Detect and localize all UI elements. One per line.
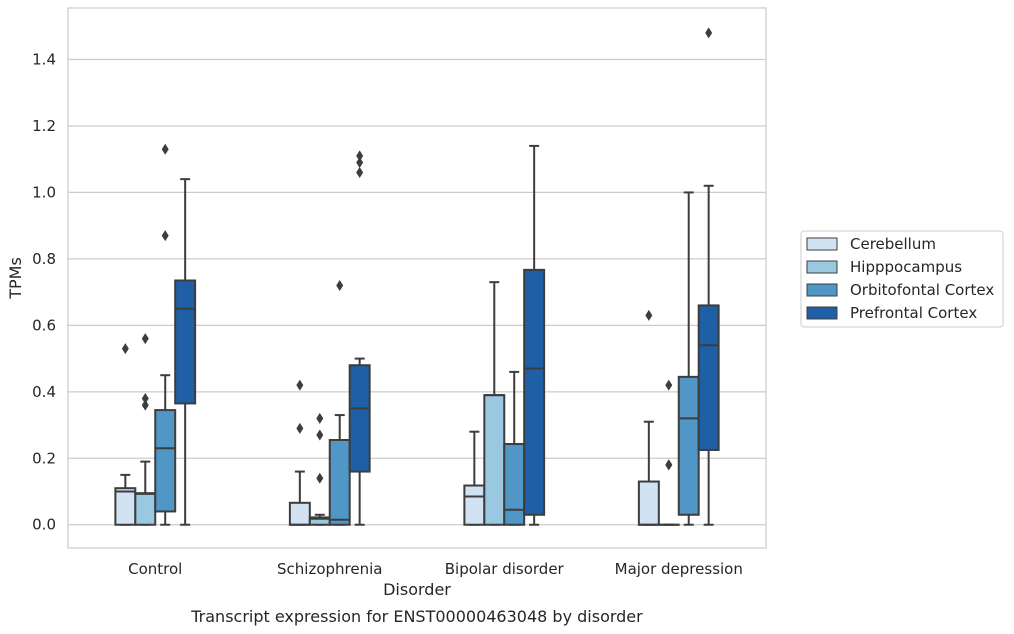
- box-layer: [114, 27, 720, 526]
- iqr-box: [637, 480, 660, 526]
- iqr-box: [328, 439, 351, 526]
- y-axis-label: TPMs: [6, 257, 25, 300]
- outlier-point: [316, 412, 324, 424]
- outlier-point: [645, 309, 653, 321]
- legend-swatch: [806, 306, 838, 320]
- outlier-point: [665, 459, 673, 471]
- y-tick-label: 0.6: [32, 316, 56, 334]
- box-orbitofontal-cortex: [154, 143, 177, 526]
- iqr-box: [523, 268, 546, 516]
- outlier-point: [141, 392, 149, 404]
- box-cerebellum: [114, 343, 137, 526]
- outlier-point: [356, 166, 364, 178]
- outlier-point: [356, 157, 364, 169]
- x-tick-label: Schizophrenia: [277, 560, 382, 578]
- outlier-point: [705, 27, 713, 39]
- iqr-box: [463, 484, 486, 526]
- legend-swatch: [806, 260, 838, 274]
- y-tick-label: 0.0: [32, 516, 56, 534]
- box-orbitofontal-cortex: [677, 191, 700, 526]
- box-orbitofontal-cortex: [328, 279, 351, 526]
- outlier-point: [336, 279, 344, 291]
- legend-label: Hipppocampus: [850, 258, 962, 276]
- legend-swatch: [806, 283, 838, 297]
- box-hipppocampus: [483, 281, 506, 526]
- legend-frame: [800, 230, 1004, 328]
- outlier-point: [141, 333, 149, 345]
- x-tick-label: Control: [128, 560, 182, 578]
- legend-swatch: [806, 237, 838, 251]
- legend-label: Orbitofontal Cortex: [850, 281, 994, 299]
- iqr-box: [677, 375, 700, 516]
- x-tick-label: Bipolar disorder: [445, 560, 565, 578]
- outlier-point: [665, 379, 673, 391]
- box-cerebellum: [463, 430, 486, 526]
- x-axis-label: Disorder: [383, 580, 451, 599]
- iqr-box: [348, 364, 371, 473]
- outlier-point: [316, 429, 324, 441]
- y-tick-label: 0.4: [32, 383, 56, 401]
- outlier-point: [296, 379, 304, 391]
- y-tick-label: 1.4: [32, 51, 56, 69]
- iqr-box: [503, 442, 526, 526]
- box-prefrontal-cortex: [523, 144, 546, 526]
- outlier-point: [161, 230, 169, 242]
- iqr-box: [174, 279, 197, 405]
- iqr-box: [154, 409, 177, 513]
- iqr-box: [483, 394, 506, 526]
- tick-labels: 0.0 0.2 0.4 0.6 0.8 1.0 1.2 1.4 Control Schizophr…: [32, 51, 743, 578]
- box-hipppocampus: [134, 333, 157, 526]
- iqr-box: [114, 487, 137, 526]
- y-tick-label: 0.2: [32, 449, 56, 467]
- box-orbitofontal-cortex: [503, 370, 526, 526]
- outlier-point: [316, 472, 324, 484]
- legend: Cerebellum Hipppocampus Orbitofontal Corte…: [800, 230, 1004, 328]
- outlier-point: [141, 399, 149, 411]
- iqr-box: [697, 304, 720, 451]
- box-cerebellum: [288, 379, 311, 526]
- legend-label: Cerebellum: [850, 235, 936, 253]
- box-prefrontal-cortex: [174, 178, 197, 526]
- outlier-point: [161, 143, 169, 155]
- iqr-box: [288, 501, 311, 526]
- x-tick-label: Major depression: [615, 560, 743, 578]
- box-hipppocampus: [308, 412, 331, 526]
- chart-caption: Transcript expression for ENST0000046304…: [190, 607, 643, 626]
- box-prefrontal-cortex: [348, 150, 371, 526]
- outlier-point: [296, 422, 304, 434]
- y-tick-label: 1.0: [32, 183, 56, 201]
- outlier-point: [356, 150, 364, 162]
- outlier-point: [121, 343, 129, 355]
- plot-frame: [67, 7, 767, 549]
- box-cerebellum: [637, 309, 660, 526]
- box-hipppocampus: [657, 379, 680, 526]
- box-prefrontal-cortex: [697, 27, 720, 526]
- iqr-box: [134, 492, 157, 526]
- y-tick-label: 1.2: [32, 117, 56, 135]
- y-tick-label: 0.8: [32, 250, 56, 268]
- legend-label: Prefrontal Cortex: [850, 304, 977, 322]
